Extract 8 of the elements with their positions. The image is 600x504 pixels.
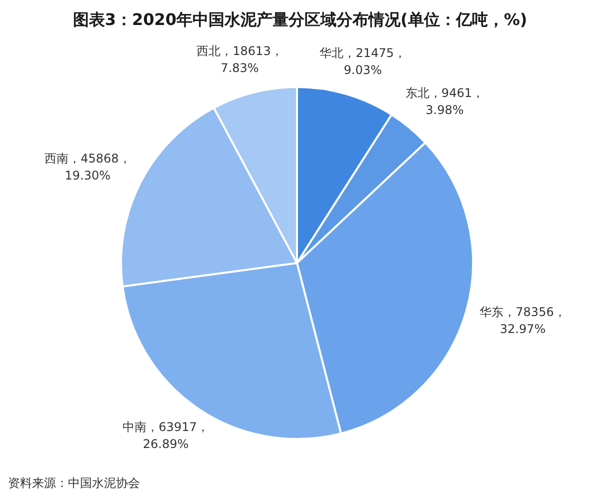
slice-label: 东北，9461，3.98% [405,86,484,117]
text: 资料来源：中国水泥协会 [8,476,140,490]
slice-label: 华北，21475，9.03% [320,46,406,77]
slice-label: 华东，78356，32.97% [480,304,566,336]
slice-label: 中南，63917，26.89% [122,420,209,452]
slice-label: 西南，45868，19.30% [44,152,131,182]
slice-label: 西北，18613，7.83% [196,44,283,75]
chart-title: 图表3：2020年中国水泥产量分区域分布情况(单位：亿吨，%) [72,10,528,30]
